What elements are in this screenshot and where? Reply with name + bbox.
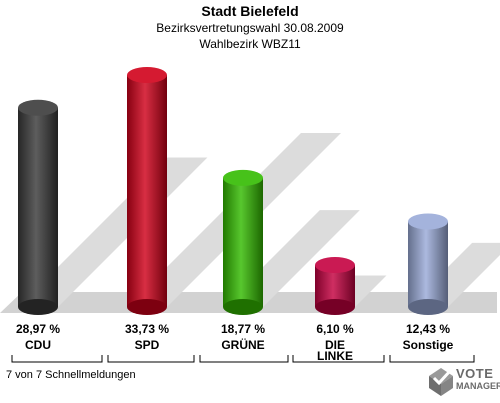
bar-base-spd	[127, 299, 167, 315]
bar-cdu	[18, 99, 58, 315]
logo-text-vote: VOTE	[456, 366, 494, 381]
chart-district: Wahlbezirk WBZ11	[199, 37, 301, 51]
bar-spd	[127, 67, 167, 315]
bar-base-die-linke	[315, 299, 355, 315]
bar-top-cdu	[18, 99, 58, 116]
category-label-die-linke-line2: LINKE	[317, 349, 353, 363]
category-bracket-cdu	[11, 355, 103, 363]
report-count-note: 7 von 7 Schnellmeldungen	[6, 369, 136, 381]
value-label-die-linke: 6,10 %	[316, 322, 354, 336]
value-label-spd: 33,73 %	[125, 322, 169, 336]
logo-text-manager: MANAGER	[456, 381, 500, 391]
bar-body-spd	[127, 75, 167, 307]
category-label-gr-ne: GRÜNE	[221, 337, 264, 352]
chart-header: Stadt Bielefeld Bezirksvertretungswahl 3…	[0, 2, 500, 52]
category-bracket-die-linke	[292, 355, 385, 363]
value-label-cdu: 28,97 %	[16, 322, 60, 336]
value-label-sonstige: 12,43 %	[406, 322, 450, 336]
category-label-spd: SPD	[135, 338, 160, 352]
bars	[18, 67, 448, 315]
category-label-sonstige: Sonstige	[403, 338, 454, 352]
bar-base-gr-ne	[223, 299, 263, 315]
bar-base-cdu	[18, 299, 58, 315]
category-bracket-sonstige	[389, 355, 475, 363]
bar-top-die-linke	[315, 257, 355, 274]
bar-top-sonstige	[408, 213, 448, 230]
ballot-check-icon	[429, 368, 453, 396]
bar-die-linke	[315, 257, 355, 315]
category-label-die-linke-line1: DIE	[325, 338, 345, 352]
bar-body-gr-ne	[223, 177, 263, 307]
bar-body-cdu	[18, 107, 58, 307]
bar-top-spd	[127, 67, 167, 83]
chart-title: Stadt Bielefeld	[201, 3, 299, 19]
vote-manager-logo: VOTE MANAGER	[426, 364, 500, 398]
category-bracket-gr-ne	[199, 355, 289, 363]
bar-base-sonstige	[408, 299, 448, 315]
value-label-gr-ne: 18,77 %	[221, 322, 265, 336]
labels: 28,97 % CDU 33,73 % SPD 18,77 %GRÜNE 6,10 % DI…	[11, 322, 475, 363]
bar-top-gr-ne	[223, 169, 263, 186]
bar-sonstige	[408, 213, 448, 315]
category-bracket-spd	[107, 355, 195, 363]
category-label-cdu: CDU	[25, 338, 51, 352]
bar-body-sonstige	[408, 221, 448, 307]
chart-subtitle: Bezirksvertretungswahl 30.08.2009	[156, 21, 344, 35]
bar-gr-ne	[223, 169, 263, 315]
